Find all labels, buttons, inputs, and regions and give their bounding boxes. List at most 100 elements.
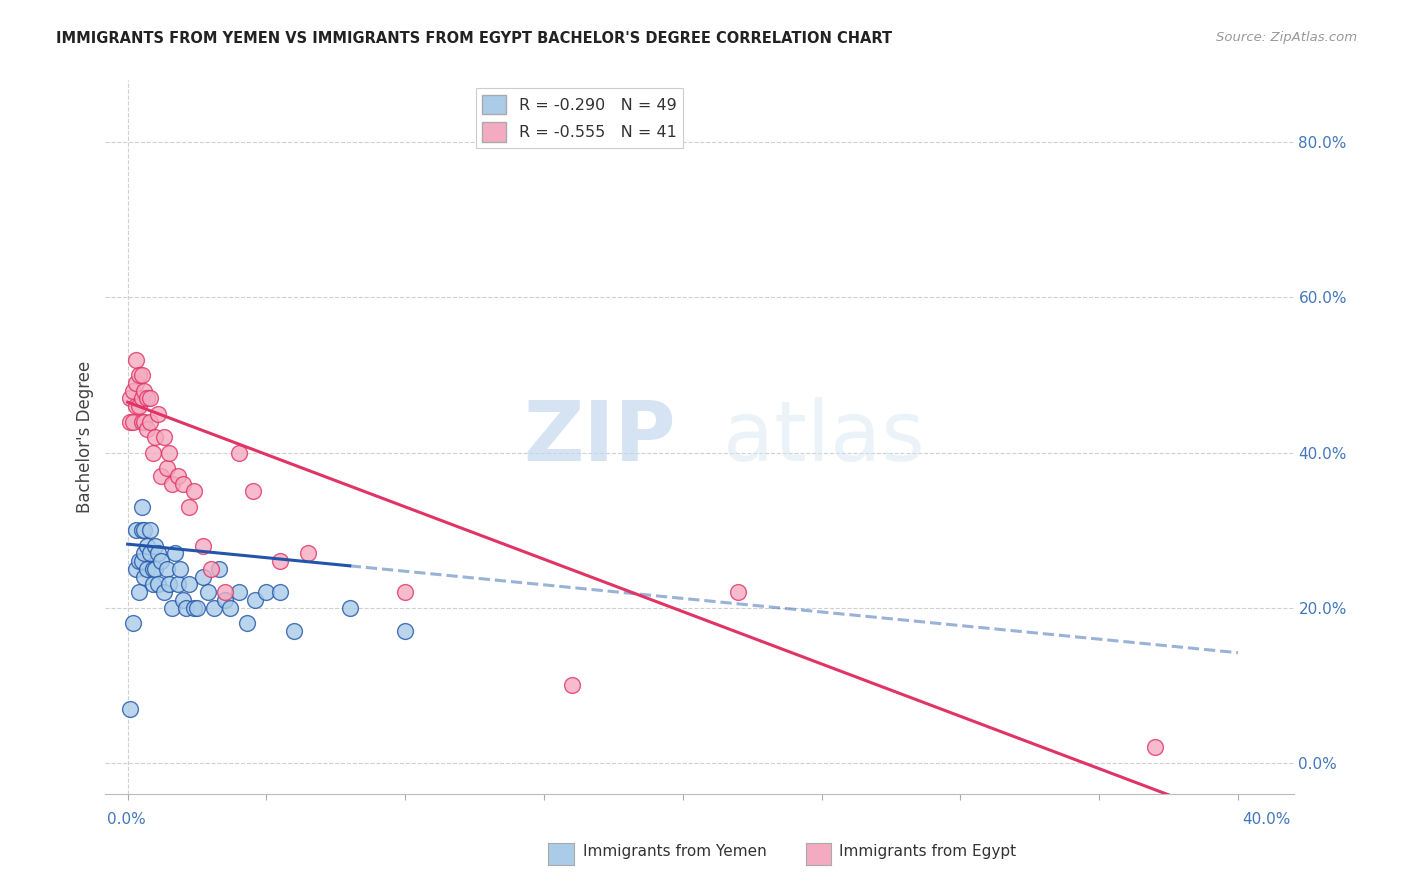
Point [136, 562, 159, 576]
Text: 0.0%: 0.0% [107, 813, 146, 827]
Text: Immigrants from Yemen: Immigrants from Yemen [583, 845, 768, 859]
Point [134, 384, 156, 398]
Point [186, 600, 208, 615]
Point [256, 585, 278, 599]
Point [148, 407, 170, 421]
Point [177, 577, 200, 591]
Text: Immigrants from Egypt: Immigrants from Egypt [839, 845, 1017, 859]
Text: ZIP: ZIP [523, 397, 676, 477]
Point [219, 600, 242, 615]
Point [149, 468, 172, 483]
Point [228, 445, 250, 459]
Point [191, 539, 214, 553]
Point [145, 562, 167, 576]
Point [142, 445, 165, 459]
Point [283, 624, 305, 638]
Point [139, 546, 162, 560]
Point [128, 585, 150, 599]
Point [122, 415, 145, 429]
Point [128, 368, 150, 382]
Point [197, 585, 219, 599]
Point [169, 562, 191, 576]
Point [228, 585, 250, 599]
Point [172, 476, 194, 491]
Point [245, 593, 267, 607]
Point [131, 523, 153, 537]
Point [155, 461, 177, 475]
Point [134, 415, 156, 429]
Point [136, 539, 159, 553]
Point [236, 616, 259, 631]
Text: 40.0%: 40.0% [1243, 813, 1291, 827]
Point [136, 422, 159, 436]
Point [120, 392, 142, 406]
Point [152, 585, 174, 599]
Point [727, 585, 749, 599]
Text: IMMIGRANTS FROM YEMEN VS IMMIGRANTS FROM EGYPT BACHELOR'S DEGREE CORRELATION CHA: IMMIGRANTS FROM YEMEN VS IMMIGRANTS FROM… [56, 31, 893, 46]
Point [131, 554, 153, 568]
Point [155, 562, 177, 576]
Point [120, 701, 142, 715]
Point [152, 430, 174, 444]
Point [183, 484, 205, 499]
Point [166, 577, 188, 591]
Point [157, 445, 180, 459]
Point [208, 562, 231, 576]
Point [139, 392, 162, 406]
Point [139, 523, 162, 537]
Point [191, 570, 214, 584]
Point [269, 554, 291, 568]
Point [131, 368, 153, 382]
Point [172, 593, 194, 607]
Point [134, 546, 156, 560]
Point [125, 399, 148, 413]
Point [214, 593, 236, 607]
Point [200, 562, 222, 576]
Point [145, 430, 167, 444]
Point [297, 546, 319, 560]
Point [269, 585, 291, 599]
Point [160, 600, 183, 615]
Point [160, 476, 183, 491]
Point [394, 585, 416, 599]
Point [125, 523, 148, 537]
Text: atlas: atlas [723, 397, 925, 477]
Point [242, 484, 264, 499]
Point [166, 468, 188, 483]
Point [561, 678, 583, 692]
Point [148, 577, 170, 591]
Text: Source: ZipAtlas.com: Source: ZipAtlas.com [1216, 31, 1357, 45]
Point [136, 392, 159, 406]
Point [177, 500, 200, 514]
Point [122, 616, 145, 631]
Point [134, 570, 156, 584]
Point [131, 500, 153, 514]
Point [125, 352, 148, 367]
Point [214, 585, 236, 599]
Point [157, 577, 180, 591]
Point [120, 415, 142, 429]
Point [125, 562, 148, 576]
Point [163, 546, 186, 560]
Point [122, 384, 145, 398]
Point [145, 539, 167, 553]
Point [131, 415, 153, 429]
Point [128, 554, 150, 568]
Point [134, 523, 156, 537]
Point [149, 554, 172, 568]
Point [183, 600, 205, 615]
Point [139, 415, 162, 429]
Point [1143, 740, 1166, 755]
Point [174, 600, 197, 615]
Point [394, 624, 416, 638]
Point [128, 399, 150, 413]
Point [142, 577, 165, 591]
Legend: R = -0.290   N = 49, R = -0.555   N = 41: R = -0.290 N = 49, R = -0.555 N = 41 [475, 88, 683, 148]
Point [142, 562, 165, 576]
Point [202, 600, 225, 615]
Point [148, 546, 170, 560]
Point [125, 376, 148, 390]
Point [339, 600, 361, 615]
Point [131, 392, 153, 406]
Y-axis label: Bachelor's Degree: Bachelor's Degree [76, 361, 94, 513]
